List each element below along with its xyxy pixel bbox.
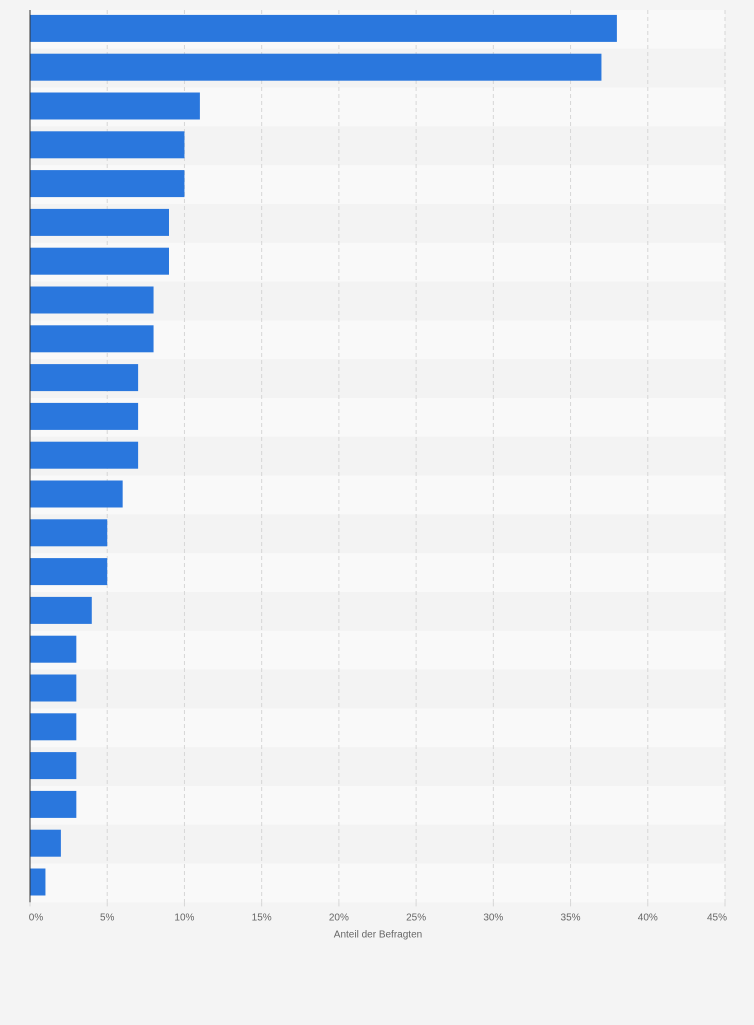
bar[interactable]	[30, 131, 185, 159]
row-band	[30, 669, 725, 709]
row-band	[30, 630, 725, 670]
bar[interactable]	[30, 92, 200, 120]
bar[interactable]	[30, 829, 61, 857]
bar[interactable]	[30, 170, 185, 198]
x-tick-label: 35%	[561, 912, 581, 923]
x-tick-label: 25%	[406, 912, 426, 923]
bar[interactable]	[30, 286, 154, 314]
row-band	[30, 747, 725, 786]
x-tick-label: 30%	[483, 912, 503, 923]
bar[interactable]	[30, 480, 123, 508]
x-tick-label: 45%	[707, 912, 727, 923]
x-tick-label: 20%	[329, 912, 349, 923]
row-band	[30, 553, 725, 592]
row-band	[30, 514, 725, 554]
x-axis-label: Anteil der Befragten	[334, 929, 422, 940]
bar[interactable]	[30, 868, 46, 896]
bar[interactable]	[30, 790, 77, 818]
gridlines	[106, 10, 726, 903]
x-axis-ticks: 0% 5% 10% 15% 20% 25% 30% 35% 40% 45%	[29, 902, 727, 923]
bar[interactable]	[30, 519, 108, 547]
bar[interactable]	[30, 713, 77, 741]
bar[interactable]	[30, 53, 602, 81]
bar[interactable]	[30, 14, 617, 42]
bar[interactable]	[30, 558, 108, 586]
bar[interactable]	[30, 752, 77, 780]
row-band	[30, 475, 725, 515]
x-tick-label: 10%	[174, 912, 194, 923]
bar[interactable]	[30, 402, 139, 430]
bar[interactable]	[30, 674, 77, 702]
bar[interactable]	[30, 247, 169, 275]
bar[interactable]	[30, 364, 139, 392]
x-tick-label: 40%	[638, 912, 658, 923]
bars	[30, 14, 617, 896]
bar[interactable]	[30, 635, 77, 663]
bar[interactable]	[30, 596, 92, 624]
bar[interactable]	[30, 441, 139, 469]
row-band	[30, 863, 725, 903]
row-band	[30, 436, 725, 476]
x-tick-label: 15%	[252, 912, 272, 923]
x-tick-label: 0%	[29, 912, 44, 923]
row-band	[30, 824, 725, 864]
row-band	[30, 786, 725, 825]
row-band	[30, 359, 725, 398]
x-tick-label: 5%	[100, 912, 115, 923]
bar[interactable]	[30, 325, 154, 353]
row-band	[30, 398, 725, 437]
row-band	[30, 708, 725, 748]
row-band	[30, 592, 725, 631]
bar[interactable]	[30, 208, 169, 236]
